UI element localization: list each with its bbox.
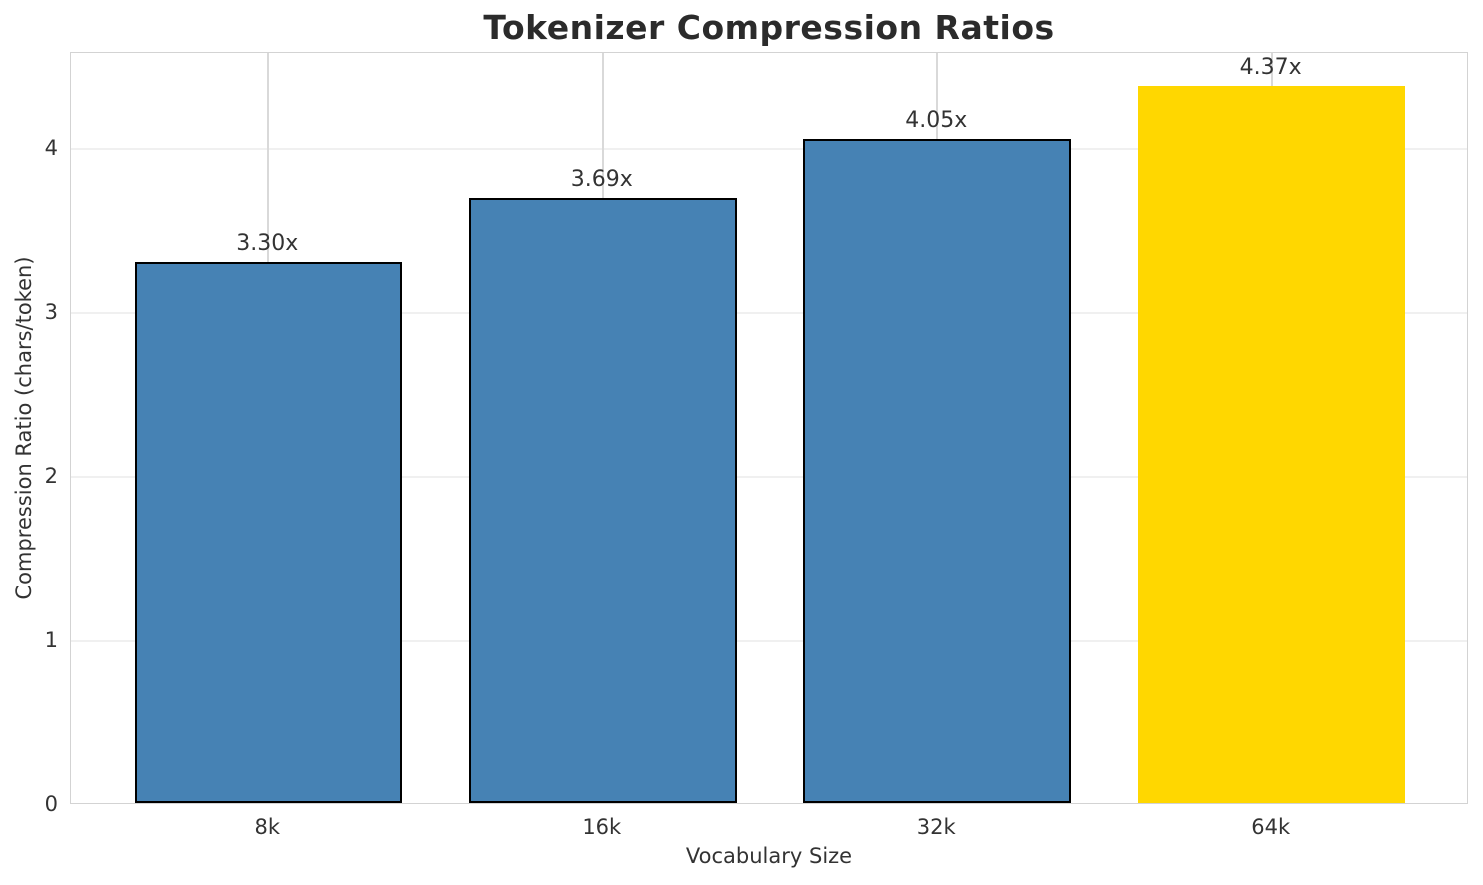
y-tick-label: 0 — [44, 792, 58, 816]
plot-area — [70, 52, 1468, 804]
chart-title: Tokenizer Compression Ratios — [483, 8, 1055, 47]
bar-value-label: 3.69x — [570, 166, 633, 192]
y-tick-label: 1 — [44, 627, 58, 652]
y-tick-label: 3 — [44, 299, 58, 324]
bar-value-label: 4.37x — [1239, 55, 1302, 81]
y-tick-label: 4 — [44, 135, 58, 160]
bar-8k — [134, 261, 403, 803]
bar-64k — [1137, 86, 1406, 803]
x-tick-label: 8k — [254, 815, 281, 839]
x-axis-label: Vocabulary Size — [685, 844, 853, 868]
x-tick-label: 16k — [582, 815, 622, 839]
bar-32k — [803, 138, 1071, 803]
bar-value-label: 4.05x — [905, 107, 968, 133]
h-gridline — [71, 311, 1467, 314]
bar-16k — [468, 197, 737, 803]
x-tick-label: 32k — [916, 815, 956, 839]
y-tick-label: 2 — [44, 463, 58, 488]
h-gridline — [71, 475, 1467, 478]
x-tick-label: 64k — [1251, 815, 1291, 839]
bar-value-label: 3.30x — [236, 230, 299, 256]
h-gridline — [71, 147, 1467, 150]
h-gridline — [71, 639, 1467, 642]
